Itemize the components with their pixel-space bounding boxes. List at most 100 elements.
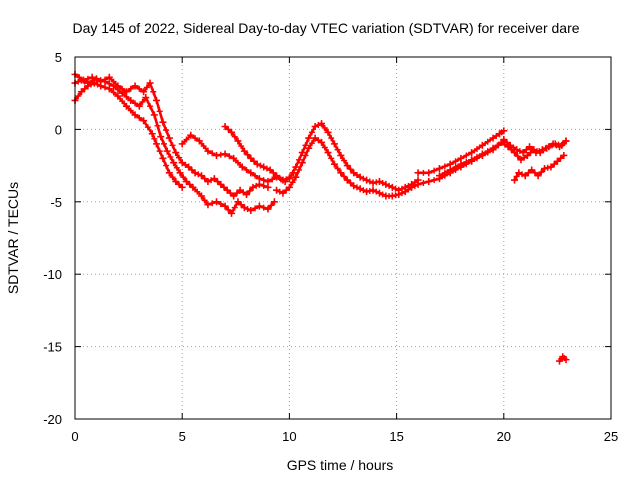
data-point [311, 134, 319, 142]
data-point [132, 100, 139, 107]
data-point [425, 178, 433, 186]
data-point [234, 137, 242, 145]
grid-lines [75, 57, 611, 419]
markers-track-10 [511, 151, 568, 184]
data-point [308, 129, 315, 136]
data-point [260, 177, 267, 184]
data-point [194, 188, 201, 195]
data-point [114, 82, 122, 90]
data-point [318, 138, 326, 146]
data-point [321, 144, 328, 151]
data-point [136, 114, 143, 121]
data-point [534, 172, 542, 180]
data-point [285, 175, 293, 183]
data-point [446, 166, 454, 174]
data-point [142, 94, 150, 102]
data-point [238, 163, 246, 171]
data-point [150, 88, 157, 95]
data-point [106, 80, 113, 87]
data-point [273, 186, 281, 194]
data-point [246, 187, 253, 194]
data-point [209, 150, 216, 157]
data-point [163, 162, 170, 169]
data-point [187, 131, 195, 139]
data-point [122, 102, 130, 110]
data-point [341, 173, 348, 180]
data-point [431, 167, 438, 174]
data-point [197, 172, 205, 180]
data-point [514, 153, 521, 160]
data-point [80, 76, 88, 84]
data-point [139, 98, 146, 105]
data-point [217, 200, 224, 207]
data-point [102, 76, 109, 83]
data-point [504, 139, 511, 146]
data-point [243, 166, 250, 173]
data-point [197, 192, 205, 200]
data-point [388, 183, 396, 191]
data-point [217, 180, 225, 188]
data-point [88, 73, 96, 81]
data-point [350, 169, 358, 177]
data-point [311, 123, 319, 131]
data-point [146, 79, 154, 87]
data-point [178, 140, 186, 148]
data-point [463, 158, 470, 165]
data-point [122, 88, 130, 96]
data-point [269, 176, 276, 183]
data-point [521, 172, 529, 180]
y-tick-label: -10 [43, 267, 62, 282]
data-point [252, 205, 259, 212]
data-point [238, 201, 245, 208]
data-point [523, 146, 530, 153]
data-point [463, 152, 470, 159]
data-point [532, 149, 540, 157]
data-point [159, 118, 167, 126]
data-point [494, 142, 501, 149]
data-point [328, 155, 335, 162]
data-point [531, 169, 538, 176]
data-point [147, 103, 154, 110]
y-axis-label: SDTVAR / TECUs [5, 182, 21, 294]
data-point [562, 356, 570, 364]
data-point [308, 140, 315, 147]
x-tick-label: 15 [389, 429, 403, 444]
data-point [375, 189, 383, 197]
data-point [240, 204, 248, 212]
data-point [529, 146, 536, 153]
data-point [285, 183, 293, 191]
data-point [435, 164, 443, 172]
data-point [260, 204, 267, 211]
x-tick-label: 5 [179, 429, 186, 444]
data-point [127, 107, 134, 114]
data-point [414, 169, 422, 177]
data-point [143, 84, 150, 91]
data-point [468, 149, 476, 157]
data-point [330, 140, 338, 148]
data-point [324, 128, 332, 136]
data-point [296, 156, 303, 163]
data-point [238, 143, 245, 150]
data-point [201, 175, 208, 182]
data-point [523, 151, 531, 159]
data-point [213, 151, 221, 159]
data-point [363, 176, 371, 184]
data-point [401, 188, 409, 196]
data-point [81, 85, 88, 92]
data-point [191, 169, 199, 177]
data-point [136, 85, 143, 92]
data-point [204, 147, 212, 155]
data-point [185, 163, 193, 171]
data-point [209, 200, 216, 207]
data-point [84, 75, 91, 82]
data-point [213, 198, 221, 206]
data-point [264, 205, 272, 213]
data-point [538, 146, 546, 154]
y-tick-label: 0 [55, 122, 62, 137]
data-point [474, 145, 480, 152]
data-point [175, 181, 182, 188]
data-point [131, 111, 139, 119]
chart-title: Day 145 of 2022, Sidereal Day-to-day VTE… [72, 20, 579, 36]
x-tick-label: 0 [71, 429, 78, 444]
